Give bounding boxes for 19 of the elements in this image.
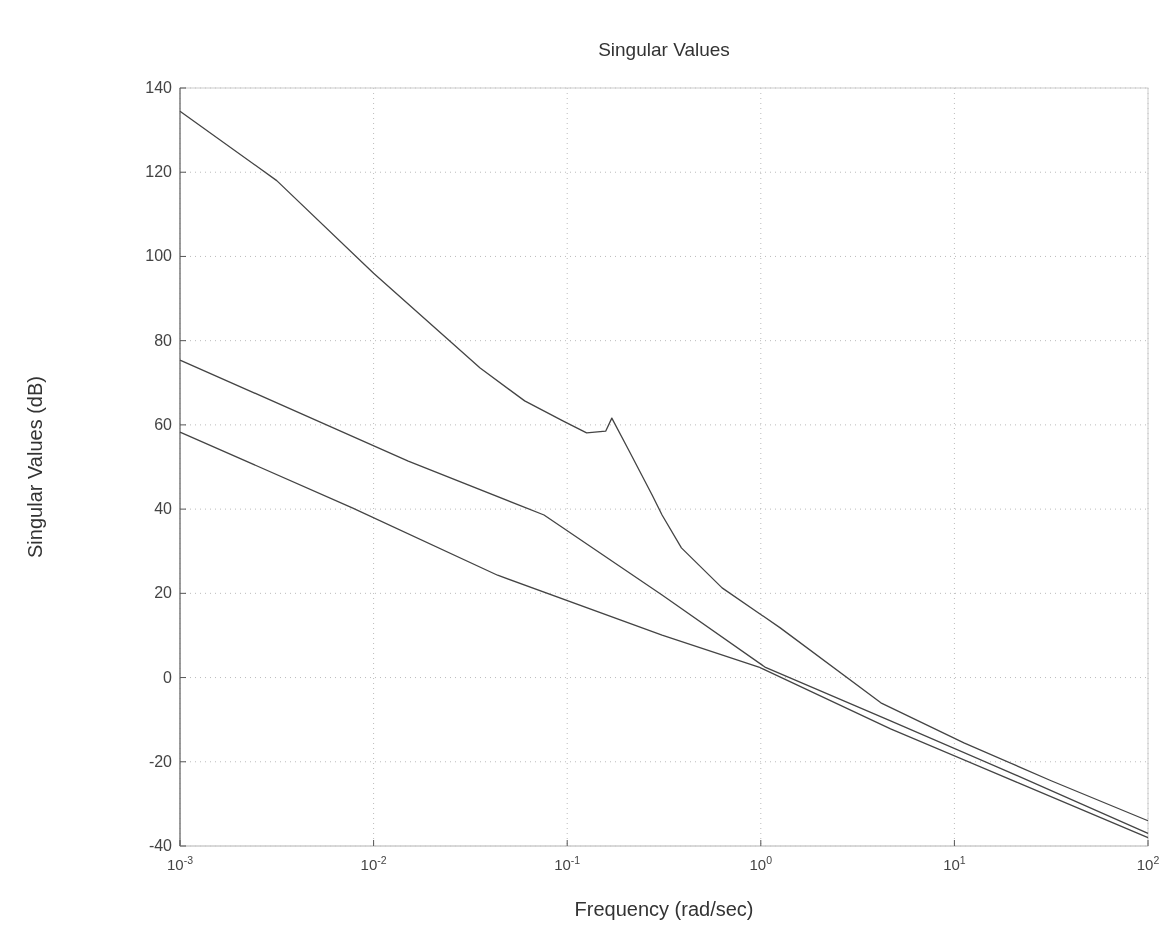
x-tick-label: 10$^{2}$ (1136, 854, 1160, 873)
y-tick-label: 80 (154, 331, 173, 349)
y-tick-label: 0 (163, 668, 173, 686)
y-tick-label: 120 (145, 163, 173, 181)
y-tick-label: 40 (154, 500, 173, 518)
x-tick-label: 10$^{1}$ (943, 854, 966, 873)
y-tick-label: -40 (148, 837, 173, 854)
x-axis-title: Frequency (rad/sec) (574, 898, 754, 920)
x-tick-label: 10$^{-3}$ (166, 854, 194, 873)
y-axis-title: Singular Values (dB) (24, 376, 46, 558)
y-tick-label: 140 (145, 79, 173, 96)
chart-title: Singular Values (598, 39, 730, 60)
x-tick-label: 10$^{-2}$ (360, 854, 387, 873)
y-tick-label: 60 (154, 415, 173, 433)
y-tick-label: 100 (145, 247, 173, 265)
x-tick-label: 10$^{0}$ (749, 854, 773, 873)
y-tick-label: -20 (148, 752, 173, 770)
y-tick-label: 20 (154, 584, 173, 602)
x-tick-label: 10$^{-1}$ (554, 854, 581, 873)
